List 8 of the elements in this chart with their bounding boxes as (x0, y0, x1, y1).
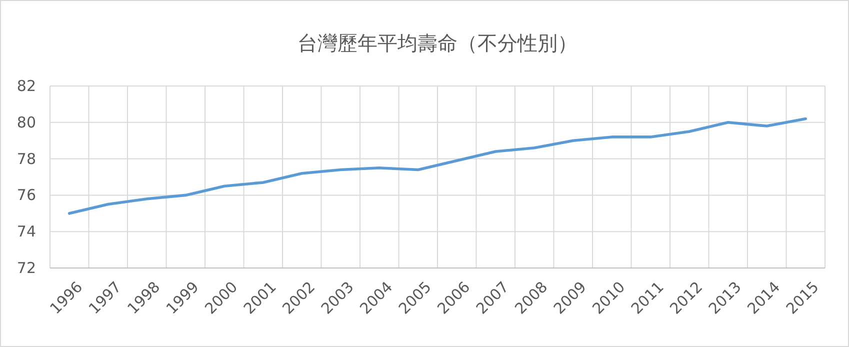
y-tick-label: 80 (16, 113, 36, 132)
chart-title: 台灣歷年平均壽命（不分性別） (298, 31, 578, 55)
line-series (68, 117, 808, 215)
y-tick-label: 72 (16, 259, 36, 277)
y-tick-label: 82 (16, 77, 36, 95)
y-tick-label: 74 (16, 222, 36, 241)
y-tick-label: 78 (16, 150, 36, 168)
y-tick-label: 76 (16, 186, 36, 204)
